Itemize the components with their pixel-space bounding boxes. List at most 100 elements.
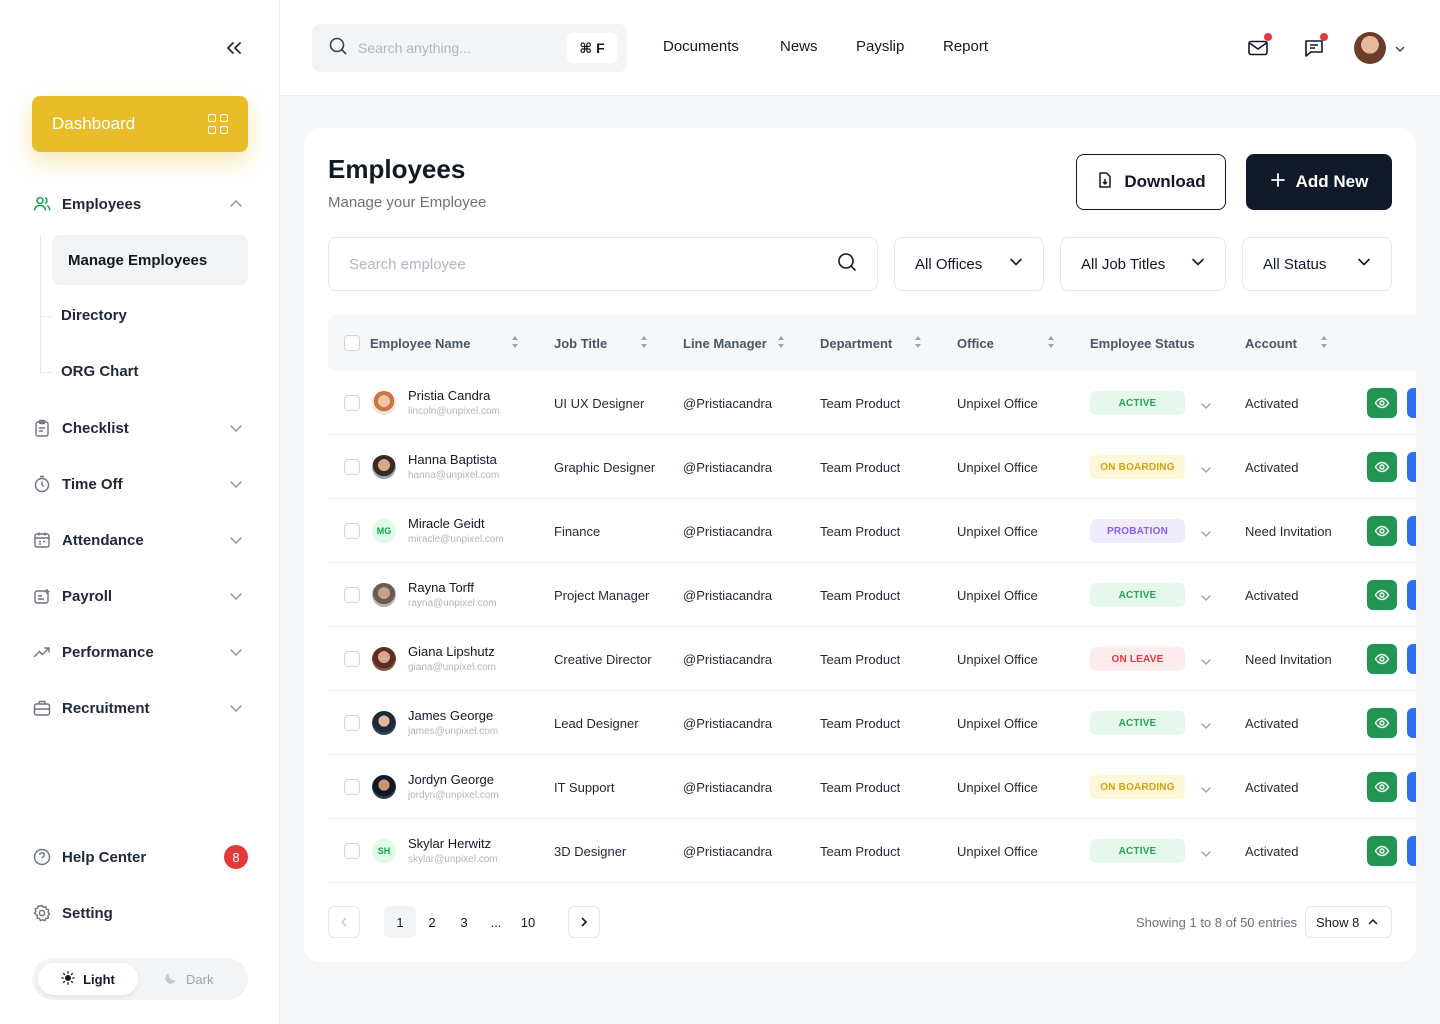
sidebar-subitem-org-chart[interactable]: ORG Chart [61,363,139,380]
row-checkbox[interactable] [344,587,360,603]
chevron-down-icon[interactable] [1200,654,1212,672]
chevron-down-icon[interactable] [1200,846,1212,864]
job-titles-filter-select[interactable]: All Job Titles [1060,237,1226,291]
column-header-job-title[interactable]: Job Title [554,336,608,351]
edit-button[interactable] [1407,644,1416,674]
chevron-down-icon[interactable] [1394,42,1406,60]
sidebar-subitem-manage-employees[interactable]: Manage Employees [52,235,248,285]
add-new-button[interactable]: Add New [1246,154,1392,210]
column-header-account[interactable]: Account [1245,336,1297,351]
page-button-10[interactable]: 10 [520,914,536,930]
table-row[interactable]: Pristia Candra lincoln@unpixel.com UI UX… [328,371,1416,435]
chevron-down-icon[interactable] [1200,462,1212,480]
view-button[interactable] [1367,388,1397,418]
nav-link-payslip[interactable]: Payslip [856,38,905,55]
sidebar-item-checklist[interactable]: Checklist [32,416,248,440]
edit-button[interactable] [1407,388,1416,418]
previous-page-button[interactable] [328,906,360,938]
row-checkbox[interactable] [344,459,360,475]
nav-link-news[interactable]: News [780,38,818,55]
table-row[interactable]: Rayna Torff rayna@unpixel.com Project Ma… [328,563,1416,627]
global-search-input[interactable]: Search anything... ⌘ F [312,24,627,72]
sidebar-item-performance[interactable]: Performance [32,640,248,664]
avatar [372,711,396,735]
sidebar-item-time-off[interactable]: Time Off [32,472,248,496]
view-button[interactable] [1367,772,1397,802]
offices-filter-select[interactable]: All Offices [894,237,1044,291]
sidebar-item-help-center[interactable]: Help Center 8 [32,845,248,869]
sidebar-item-setting[interactable]: Setting [32,901,248,925]
chevron-down-icon[interactable] [1200,398,1212,416]
row-checkbox[interactable] [344,395,360,411]
page-button-2[interactable]: 2 [428,914,436,930]
chevron-down-icon[interactable] [1200,782,1212,800]
page-button-1[interactable]: 1 [384,906,416,938]
download-button[interactable]: Download [1076,154,1226,210]
sidebar-item-recruitment[interactable]: Recruitment [32,696,248,720]
edit-button[interactable] [1407,516,1416,546]
row-checkbox[interactable] [344,779,360,795]
collapse-sidebar-icon[interactable] [224,38,246,58]
search-icon [837,252,857,276]
office-cell: Unpixel Office [957,588,1038,603]
chevron-down-icon[interactable] [1200,526,1212,544]
status-badge: PROBATION [1090,519,1185,543]
table-row[interactable]: MG Miracle Geidt miracle@unpixel.com Fin… [328,499,1416,563]
nav-link-documents[interactable]: Documents [663,38,739,55]
edit-button[interactable] [1407,772,1416,802]
dark-theme-button[interactable]: Dark [164,963,244,995]
view-button[interactable] [1367,516,1397,546]
chat-icon[interactable] [1302,33,1328,60]
table-row[interactable]: Giana Lipshutz giana@unpixel.com Creativ… [328,627,1416,691]
row-checkbox[interactable] [344,651,360,667]
user-avatar[interactable] [1354,32,1386,64]
employee-email: giana@unpixel.com [408,662,496,673]
sort-icon[interactable] [1320,335,1328,349]
light-theme-button[interactable]: Light [38,963,138,995]
row-checkbox[interactable] [344,843,360,859]
mail-icon[interactable] [1246,33,1272,60]
status-filter-select[interactable]: All Status [1242,237,1392,291]
column-header-department[interactable]: Department [820,336,893,351]
sort-icon[interactable] [914,335,922,349]
view-button[interactable] [1367,836,1397,866]
clipboard-icon [32,418,52,438]
nav-link-report[interactable]: Report [943,38,989,55]
page-button-3[interactable]: 3 [460,914,468,930]
table-row[interactable]: Hanna Baptista hanna@unpixel.com Graphic… [328,435,1416,499]
employee-search-input[interactable]: Search employee [328,237,878,291]
sidebar-item-payroll[interactable]: Payroll [32,584,248,608]
edit-button[interactable] [1407,836,1416,866]
sort-icon[interactable] [1047,335,1055,349]
sidebar-subitem-directory[interactable]: Directory [61,307,127,324]
sidebar-item-attendance[interactable]: Attendance [32,528,248,552]
select-all-checkbox[interactable] [344,335,360,351]
table-row[interactable]: SH Skylar Herwitz skylar@unpixel.com 3D … [328,819,1416,883]
column-header-office[interactable]: Office [957,336,994,351]
chevron-down-icon[interactable] [1200,718,1212,736]
department-cell: Team Product [820,716,901,731]
sidebar-item-employees[interactable]: Employees [32,192,248,216]
edit-button[interactable] [1407,580,1416,610]
sort-icon[interactable] [511,335,519,349]
column-header-employee-status[interactable]: Employee Status [1090,336,1195,351]
next-page-button[interactable] [568,906,600,938]
column-header-line-manager[interactable]: Line Manager [683,336,767,351]
page-size-select[interactable]: Show 8 [1305,906,1392,938]
department-cell: Team Product [820,524,901,539]
view-button[interactable] [1367,708,1397,738]
chevron-down-icon[interactable] [1200,590,1212,608]
view-button[interactable] [1367,644,1397,674]
row-checkbox[interactable] [344,715,360,731]
edit-button[interactable] [1407,708,1416,738]
column-header-name[interactable]: Employee Name [370,336,471,351]
sort-icon[interactable] [777,335,785,349]
view-button[interactable] [1367,452,1397,482]
table-row[interactable]: James George james@unpixel.com Lead Desi… [328,691,1416,755]
edit-button[interactable] [1407,452,1416,482]
row-checkbox[interactable] [344,523,360,539]
dashboard-button[interactable]: Dashboard [32,96,248,152]
sort-icon[interactable] [640,335,648,349]
view-button[interactable] [1367,580,1397,610]
table-row[interactable]: Jordyn George jordyn@unpixel.com IT Supp… [328,755,1416,819]
